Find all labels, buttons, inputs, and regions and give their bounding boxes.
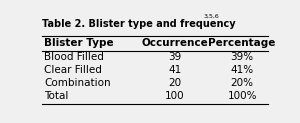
Text: 100: 100 <box>165 91 184 100</box>
Text: 3,5,6: 3,5,6 <box>204 14 220 19</box>
Text: Percentage: Percentage <box>208 38 276 48</box>
Text: 41: 41 <box>168 65 181 75</box>
Text: Clear Filled: Clear Filled <box>44 65 102 75</box>
Text: Blood Filled: Blood Filled <box>44 52 104 62</box>
Text: 20: 20 <box>168 78 181 88</box>
Text: 39%: 39% <box>230 52 254 62</box>
Text: Table 2. Blister type and frequency: Table 2. Blister type and frequency <box>42 19 236 30</box>
Text: Occurrence: Occurrence <box>141 38 208 48</box>
Text: 39: 39 <box>168 52 181 62</box>
Text: 41%: 41% <box>230 65 254 75</box>
Text: Combination: Combination <box>44 78 111 88</box>
Text: Total: Total <box>44 91 69 100</box>
Text: Blister Type: Blister Type <box>44 38 114 48</box>
Text: 20%: 20% <box>231 78 254 88</box>
Text: 100%: 100% <box>227 91 257 100</box>
